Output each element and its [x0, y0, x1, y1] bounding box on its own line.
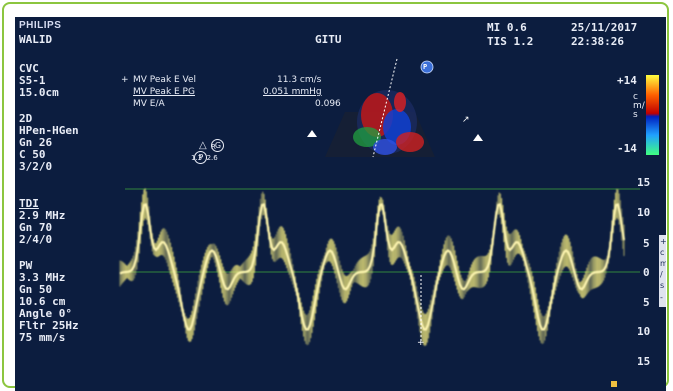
- pw-gain: Gn 50: [19, 283, 53, 296]
- velocity-tick: 5: [643, 296, 650, 309]
- measurement-label-1: MV Peak E Vel: [133, 75, 197, 85]
- measurement-value-3: 0.096: [315, 99, 341, 109]
- measurement-label-2: MV Peak E PG: [133, 87, 195, 97]
- twod-gain: Gn 26: [19, 136, 53, 149]
- ultrasound-screen: PHILIPS WALID GITU MI 0.6 TIS 1.2 25/11/…: [15, 17, 666, 391]
- svg-text:↗: ↗: [462, 115, 470, 125]
- exam-date: 25/11/2017: [571, 21, 638, 34]
- preset-label: CVC: [19, 62, 39, 75]
- triangle-marker-icon: △: [199, 140, 207, 151]
- twod-mode: HPen-HGen: [19, 124, 79, 137]
- tdi-frequency: 2.9 MHz: [19, 209, 66, 222]
- color-scale-unit: cm/s: [633, 92, 645, 120]
- measurement-value-1: 11.3 cm/s: [277, 75, 322, 85]
- velocity-tick: 5: [643, 237, 650, 250]
- transducer-label: S5-1: [19, 74, 46, 87]
- unit-char: -: [660, 293, 663, 302]
- velocity-tick: 10: [637, 325, 651, 338]
- velocity-tick: 0: [643, 266, 650, 279]
- velocity-unit-strip: [659, 235, 666, 307]
- unit-char: s: [660, 281, 665, 290]
- pw-angle: Angle 0°: [19, 307, 72, 320]
- unit-char: c: [660, 248, 665, 257]
- color-velocity-bar: [646, 75, 659, 155]
- sector-badge: P: [423, 63, 428, 71]
- depth-label: 15.0cm: [19, 86, 59, 99]
- tdi-setting: 2/4/0: [19, 233, 53, 246]
- mi-index: MI 0.6: [487, 21, 527, 34]
- pw-frequency: 3.3 MHz: [19, 271, 66, 284]
- measurement-value-2: 0.051 mmHg: [263, 87, 322, 97]
- pw-sweep-speed: 75 mm/s: [19, 331, 66, 344]
- spectrum-envelope: [119, 203, 626, 331]
- color-flow-sector: ↗: [307, 58, 483, 158]
- unit-char: m: [660, 259, 666, 268]
- pw-title: PW: [19, 259, 33, 272]
- twod-persist: 3/2/0: [19, 160, 53, 173]
- cursor-marker: +: [417, 338, 425, 348]
- twod-title: 2D: [19, 112, 33, 125]
- velocity-tick: 10: [637, 206, 651, 219]
- scroll-indicator: [611, 381, 617, 387]
- g-marker-icon: G: [200, 129, 225, 162]
- velocity-tick: 15: [637, 355, 651, 368]
- tdi-title: TDI: [19, 197, 39, 210]
- tdi-gain: Gn 70: [19, 221, 53, 234]
- color-scale-top: +14: [617, 74, 637, 87]
- pw-filter: Fltr 25Hz: [19, 319, 79, 332]
- p-marker-icon: P: [183, 141, 208, 174]
- unit-char: /: [660, 270, 663, 279]
- exam-time: 22:38:26: [571, 35, 624, 48]
- doppler-spectrum: [119, 188, 626, 346]
- brand-logo: PHILIPS: [19, 20, 62, 31]
- tis-index: TIS 1.2: [487, 35, 534, 48]
- ultrasound-graphics: ↗ +: [119, 58, 666, 387]
- unit-char: +: [660, 237, 666, 246]
- pw-depth: 10.6 cm: [19, 295, 66, 308]
- marker-values: 1.3 2.6: [191, 154, 218, 162]
- twod-compress: C 50: [19, 148, 46, 161]
- measurement-label-3: MV E/A: [133, 99, 165, 109]
- r-marker-label: R: [211, 143, 216, 151]
- color-scale-bottom: -14: [617, 142, 637, 155]
- operator-name: GITU: [315, 33, 342, 46]
- patient-name: WALID: [19, 33, 53, 46]
- velocity-tick: 15: [637, 176, 651, 189]
- measurement-marker: +: [121, 75, 129, 85]
